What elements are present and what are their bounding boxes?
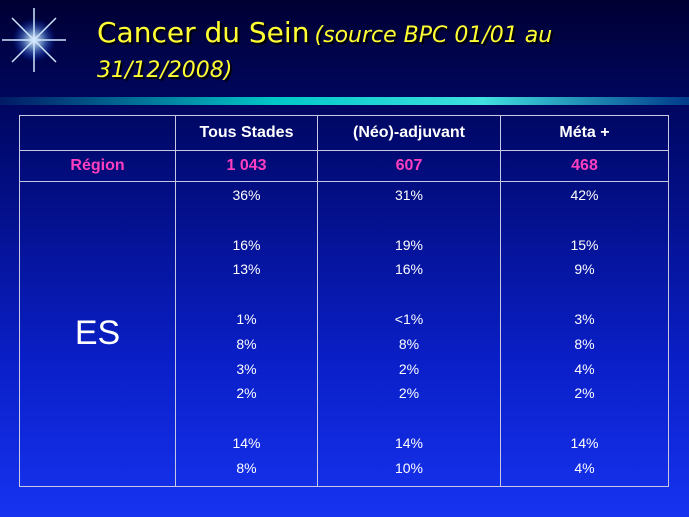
cell: 1 043: [175, 150, 318, 182]
cell-line: 3%: [236, 360, 257, 377]
cell-line: 42%: [570, 187, 599, 203]
cell-line: 31%: [394, 187, 424, 203]
cell-line: 8%: [236, 459, 257, 476]
spacer: [318, 287, 500, 312]
cell-line: 10%: [394, 459, 424, 476]
cell-line: 19%: [394, 236, 424, 253]
es-row: ES 36% 16% 13% 1% 8% 3% 2% 14% 8% 31% 19% 16% <1% 8% 2…: [19, 181, 669, 487]
column-header: Tous Stades: [175, 115, 318, 151]
cell-line: 13%: [232, 261, 261, 278]
spacer: [176, 213, 317, 238]
corner-cell: [19, 115, 176, 151]
column-header: Méta +: [500, 115, 669, 151]
star-icon: [2, 8, 66, 72]
cell-line: 14%: [570, 434, 599, 451]
cell-line: 8%: [398, 335, 420, 352]
cell-line: 4%: [574, 360, 595, 377]
spacer: [318, 411, 500, 436]
cell-line: 4%: [574, 459, 595, 476]
region-row: Région 1 043 607 468: [19, 150, 669, 182]
cell-line: 16%: [394, 261, 424, 278]
cell: 36% 16% 13% 1% 8% 3% 2% 14% 8%: [175, 181, 318, 487]
spacer: [176, 411, 317, 436]
cell-line: 2%: [236, 385, 257, 402]
cell: 42% 15% 9% 3% 8% 4% 2% 14% 4%: [500, 181, 669, 487]
column-header: (Néo)-adjuvant: [317, 115, 501, 151]
header-row: Tous Stades (Néo)-adjuvant Méta +: [19, 115, 669, 151]
spacer: [501, 411, 668, 436]
source: (source BPC 01/01 au 31/12/2008): [97, 23, 553, 83]
cell: 607: [317, 150, 501, 182]
spacer: [501, 213, 668, 238]
cell-line: 3%: [574, 310, 595, 327]
cell: 468: [500, 150, 669, 182]
cell-line: 2%: [574, 385, 595, 402]
spacer: [176, 287, 317, 312]
slide-title: Cancer du Sein (source BPC 01/01 au 31/1…: [97, 16, 637, 89]
row-label: ES: [19, 181, 176, 487]
cell-line: 9%: [574, 261, 595, 278]
row-label: Région: [19, 150, 176, 182]
data-table: Tous Stades (Néo)-adjuvant Méta + Région…: [19, 115, 669, 487]
cell-line: 14%: [232, 434, 261, 451]
cell-line: 2%: [398, 385, 420, 402]
cell-line: <1%: [394, 310, 424, 327]
divider-bar: [0, 97, 689, 105]
title: Cancer du Sein: [97, 16, 310, 49]
spacer: [501, 287, 668, 312]
cell-line: 2%: [398, 360, 420, 377]
cell-line: 8%: [574, 335, 595, 352]
cell-line: 15%: [570, 236, 599, 253]
cell: 31% 19% 16% <1% 8% 2% 2% 14% 10%: [317, 181, 501, 487]
cell-line: 14%: [394, 434, 424, 451]
cell-line: 8%: [236, 335, 257, 352]
spacer: [318, 213, 500, 238]
cell-line: 1%: [236, 310, 257, 327]
cell-line: 36%: [232, 187, 261, 203]
cell-line: 16%: [232, 236, 261, 253]
